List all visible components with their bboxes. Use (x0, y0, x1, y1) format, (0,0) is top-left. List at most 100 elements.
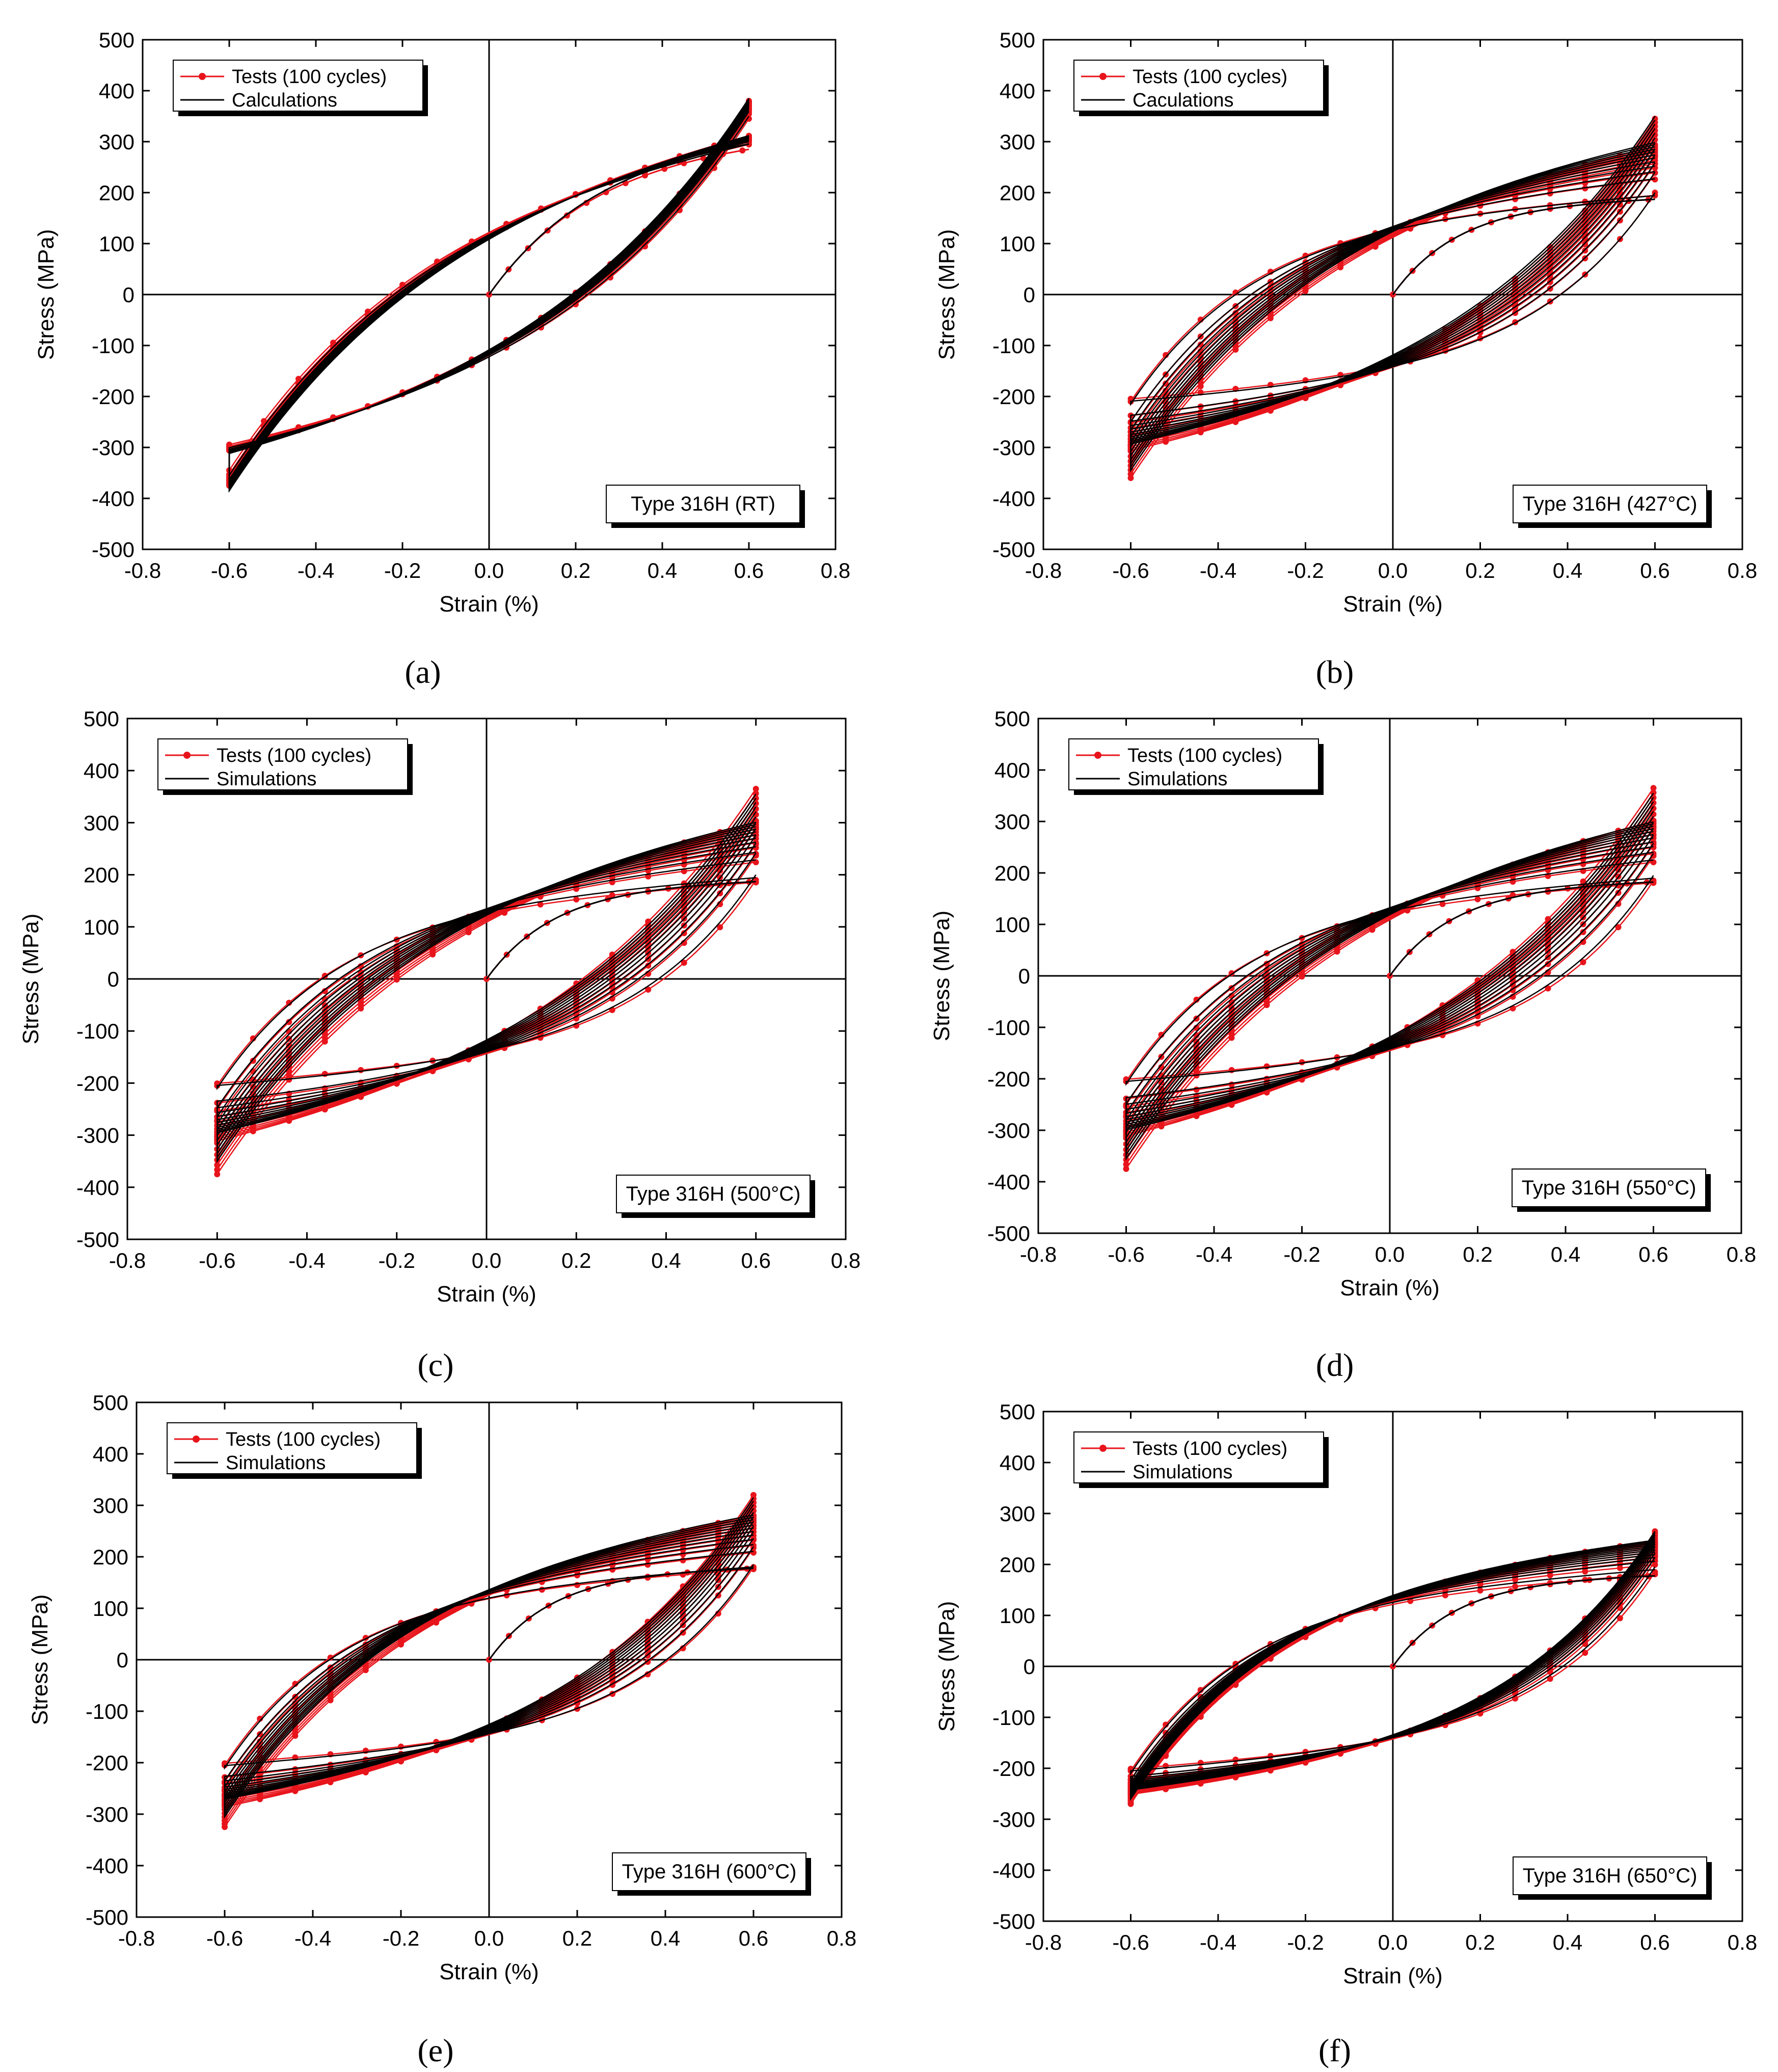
y-tick-label: 500 (93, 1391, 128, 1415)
y-tick-label: 0 (1018, 964, 1030, 988)
legend-marker-tests (1099, 73, 1107, 80)
test-data-point (1477, 1587, 1484, 1594)
test-data-point (286, 1076, 292, 1083)
test-data-point (1127, 395, 1134, 402)
legend-label-simulation: Calculations (232, 90, 337, 111)
test-data-point (358, 979, 364, 986)
test-data-point (711, 165, 717, 171)
y-axis-label: Stress (MPa) (18, 914, 43, 1045)
plot-area (1127, 1528, 1658, 1807)
test-data-point (680, 1629, 686, 1636)
series-simulations (1130, 116, 1656, 473)
legend-marker-tests (183, 752, 191, 759)
test-data-point (362, 1769, 369, 1776)
annotation-box (1513, 1856, 1707, 1895)
x-tick-label: -0.4 (1196, 1242, 1232, 1266)
y-tick-label: 200 (84, 863, 119, 887)
y-tick-label: 0 (1023, 1655, 1035, 1679)
test-data-point (1193, 1113, 1200, 1120)
test-data-point (1163, 1786, 1169, 1792)
y-tick-label: -200 (987, 1067, 1030, 1091)
test-data-point (1512, 1583, 1519, 1590)
test-data-point (1158, 1064, 1165, 1071)
test-data-point (681, 930, 687, 937)
x-tick-label: 0.6 (1640, 1930, 1669, 1954)
y-tick-label: 300 (1000, 130, 1035, 154)
test-data-point (250, 1128, 256, 1134)
plot-area (214, 785, 759, 1178)
annotation-box (606, 485, 800, 523)
y-tick-label: -500 (987, 1221, 1030, 1245)
initial-loading-curve (1392, 1575, 1655, 1667)
x-tick-label: 0.8 (821, 559, 850, 582)
test-data-point (1652, 1561, 1658, 1568)
y-tick-label: 100 (1000, 232, 1035, 256)
x-tick-label: -0.6 (1108, 1242, 1144, 1266)
y-tick-label: 100 (994, 913, 1030, 937)
y-tick-label: -500 (92, 538, 134, 562)
test-data-point (1267, 1767, 1274, 1774)
y-tick-label: -100 (92, 334, 134, 358)
y-tick-label: -400 (92, 487, 134, 511)
legend-box (173, 60, 423, 112)
legend-label-tests: Tests (100 cycles) (1127, 745, 1282, 766)
test-data-point (644, 1671, 651, 1678)
simulation-hysteresis-loop (1130, 1566, 1656, 1776)
test-data-point (1615, 900, 1622, 907)
test-data-point (1582, 235, 1588, 242)
test-data-point (1163, 380, 1169, 387)
plot-area (1123, 785, 1657, 1172)
y-tick-label: -200 (86, 1751, 128, 1775)
x-tick-label: 0.8 (1728, 1930, 1757, 1954)
x-tick-label: 0.2 (561, 559, 590, 582)
test-data-point (1580, 878, 1586, 885)
test-data-point (681, 960, 687, 966)
test-data-point (677, 207, 683, 214)
test-data-point (398, 1641, 404, 1648)
test-data-point (1439, 1002, 1446, 1008)
legend-marker-tests (1094, 752, 1101, 759)
y-tick-label: -300 (76, 1124, 119, 1148)
x-axis-label: Strain (%) (1343, 1963, 1443, 1988)
x-tick-label: 0.2 (562, 1926, 592, 1950)
test-data-point (1302, 1634, 1309, 1640)
x-tick-label: -0.8 (1025, 559, 1062, 582)
legend-label-tests: Tests (100 cycles) (232, 66, 387, 88)
x-axis-label: Strain (%) (439, 592, 539, 617)
material-annotation: Type 316H (427°C) (1523, 493, 1698, 515)
x-tick-label: 0.2 (561, 1248, 591, 1272)
x-tick-label: -0.8 (109, 1248, 146, 1272)
x-tick-label: 0.4 (651, 1926, 680, 1950)
y-tick-label: 200 (99, 181, 134, 205)
simulation-hysteresis-loop (1125, 875, 1654, 1086)
plot-area (222, 1492, 757, 1830)
legend-label-tests: Tests (100 cycles) (226, 1429, 381, 1450)
test-data-point (644, 1618, 651, 1625)
test-data-point (1197, 1781, 1204, 1787)
y-tick-label: 300 (93, 1494, 128, 1518)
test-data-point (321, 1022, 328, 1029)
x-tick-label: 0.6 (741, 1248, 771, 1272)
legend-label-simulation: Simulations (217, 768, 316, 790)
test-data-point (1197, 1687, 1204, 1693)
chart-panel-b: -0.8 -0.6 -0.4 -0.2 0.0 0.2 0.4 0.6 0.8 -500 -400 -… (934, 28, 1757, 690)
x-tick-label: 0.6 (1638, 1242, 1668, 1266)
test-data-point (1197, 341, 1204, 348)
y-axis-label: Stress (MPa) (28, 1595, 52, 1725)
test-data-point (321, 1038, 328, 1045)
x-tick-label: -0.6 (1112, 1930, 1149, 1954)
y-tick-label: 400 (1000, 79, 1035, 103)
legend-label-tests: Tests (100 cycles) (1133, 66, 1287, 88)
test-data-point (750, 1492, 757, 1498)
y-tick-label: -400 (76, 1176, 119, 1200)
test-data-point (1337, 1750, 1344, 1757)
test-data-point (327, 1697, 334, 1704)
test-data-point (1372, 244, 1379, 250)
legend-label-simulation: Caculations (1133, 90, 1234, 111)
x-tick-label: -0.6 (199, 1248, 235, 1272)
y-tick-label: -400 (86, 1854, 128, 1878)
test-data-point (573, 896, 580, 903)
y-tick-label: 500 (1000, 28, 1035, 52)
test-data-point (609, 989, 615, 995)
